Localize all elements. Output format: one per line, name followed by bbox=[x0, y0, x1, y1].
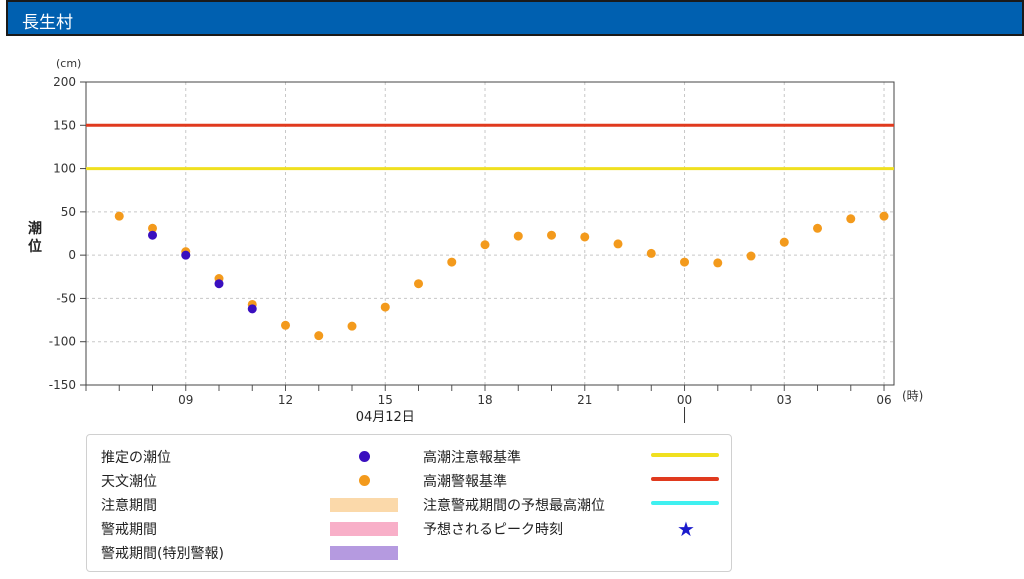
astronomical-tide-point bbox=[879, 211, 889, 221]
y-tick-label: 50 bbox=[61, 205, 76, 219]
legend-label-estimated: 推定の潮位 bbox=[101, 450, 171, 466]
legend-line-forecast-max bbox=[651, 501, 719, 505]
legend-label-caution-period: 注意期間 bbox=[101, 498, 157, 514]
legend-label-caution-level: 高潮注意報基準 bbox=[423, 450, 521, 466]
legend-label-forecast-max: 注意警戒期間の予想最高潮位 bbox=[423, 498, 605, 514]
x-tick-label: 00 bbox=[677, 393, 692, 407]
legend-label-peak-time: 予想されるピーク時刻 bbox=[423, 522, 563, 538]
astronomical-tide-point bbox=[314, 331, 324, 341]
astronomical-tide-point bbox=[846, 214, 856, 224]
page-title: 長生村 bbox=[22, 13, 73, 33]
x-tick-label: 21 bbox=[577, 393, 592, 407]
tide-chart: 200 150 100 50 0 -50 -100 -150 09 12 15 18 21 00 03 06 (… bbox=[28, 57, 923, 425]
y-axis-label-2: 位 bbox=[28, 238, 42, 255]
date-label: 04月12日 bbox=[356, 410, 415, 425]
y-axis-label-1: 潮 bbox=[28, 220, 42, 237]
legend-dot-estimated bbox=[359, 451, 370, 462]
astronomical-tide-point bbox=[513, 231, 523, 241]
legend-dot-astronomical bbox=[359, 475, 370, 486]
astronomical-tide-point bbox=[114, 211, 124, 221]
estimated-tide-point bbox=[214, 279, 224, 289]
y-tick-label: -50 bbox=[56, 291, 76, 305]
astronomical-tide-point bbox=[281, 320, 291, 330]
legend-line-caution-level bbox=[651, 453, 719, 457]
x-unit-label: (時) bbox=[902, 389, 923, 403]
legend-label-special-warning-period: 警戒期間(特別警報) bbox=[101, 546, 224, 562]
astronomical-tide-point bbox=[148, 223, 158, 233]
y-unit-label: (cm) bbox=[56, 57, 81, 70]
astronomical-tide-point bbox=[480, 240, 490, 250]
astronomical-tide-point bbox=[547, 230, 557, 240]
x-tick-label: 06 bbox=[876, 393, 891, 407]
astronomical-tide-point bbox=[380, 302, 390, 312]
y-tick-label: 150 bbox=[53, 118, 76, 132]
plot-frame bbox=[85, 81, 895, 386]
header-bar: 長生村 bbox=[6, 0, 1024, 36]
legend-swatch-special-warning-period bbox=[330, 546, 398, 560]
peak-star-icon: ★ bbox=[677, 517, 695, 541]
astronomical-tide-point bbox=[779, 237, 789, 247]
estimated-tide-point bbox=[181, 250, 191, 260]
legend-line-warning-level bbox=[651, 477, 719, 481]
legend-label-astronomical: 天文潮位 bbox=[101, 474, 157, 490]
astronomical-tide-point bbox=[646, 248, 656, 258]
x-tick-label: 03 bbox=[777, 393, 792, 407]
astronomical-tide-point bbox=[613, 239, 623, 249]
y-tick-label: 200 bbox=[53, 75, 76, 89]
astronomical-tide-point bbox=[414, 279, 424, 289]
astronomical-tide-point bbox=[447, 257, 457, 267]
estimated-tide-point bbox=[247, 304, 257, 314]
legend-label-warning-level: 高潮警報基準 bbox=[423, 474, 507, 490]
x-tick-label: 18 bbox=[477, 393, 492, 407]
astronomical-tide-point bbox=[813, 223, 823, 233]
legend-label-warning-period: 警戒期間 bbox=[101, 522, 157, 538]
x-tick-label: 09 bbox=[178, 393, 193, 407]
y-tick-label: -100 bbox=[49, 335, 76, 349]
y-tick-label: -150 bbox=[49, 378, 76, 392]
estimated-tide-point bbox=[148, 230, 158, 240]
x-tick-label: 12 bbox=[278, 393, 293, 407]
x-tick-label: 15 bbox=[378, 393, 393, 407]
chart-legend: 推定の潮位 天文潮位 注意期間 警戒期間 警戒期間(特別警報) 高潮注意報基準 … bbox=[86, 434, 732, 572]
astronomical-tide-point bbox=[680, 257, 690, 267]
y-tick-label: 0 bbox=[68, 248, 76, 262]
astronomical-tide-point bbox=[713, 258, 723, 268]
astronomical-tide-point bbox=[580, 232, 590, 242]
legend-swatch-caution-period bbox=[330, 498, 398, 512]
astronomical-tide-point bbox=[746, 251, 756, 261]
astronomical-tide-point bbox=[347, 321, 357, 331]
y-tick-label: 100 bbox=[53, 162, 76, 176]
legend-swatch-warning-period bbox=[330, 522, 398, 536]
